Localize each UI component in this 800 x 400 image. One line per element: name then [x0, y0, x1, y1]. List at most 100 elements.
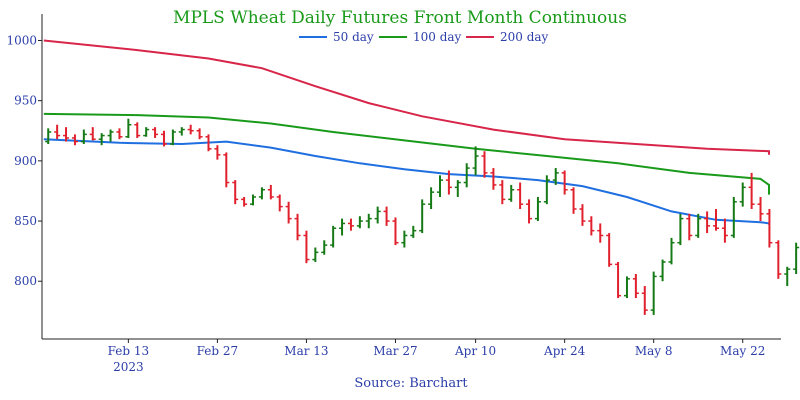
ohlc-bar-44: [436, 175, 443, 197]
ohlc-bar-8: [116, 128, 123, 140]
y-tick-label-800: 800: [14, 274, 37, 288]
ohlc-bar-43: [428, 187, 435, 209]
legend: 50 day 100 day 200 day: [299, 30, 549, 44]
legend-label-100-day: 100 day: [413, 30, 462, 44]
ohlc-bar-16: [187, 124, 194, 135]
ohlc-bar-22: [241, 196, 248, 207]
x-tick-label-0: Feb 13: [108, 344, 150, 358]
ohlc-bar-29: [303, 230, 310, 264]
ohlc-bar-59: [570, 187, 577, 214]
ohlc-bar-51: [499, 180, 506, 205]
ohlc-bar-72: [686, 213, 693, 241]
ohlc-bar-52: [508, 184, 515, 202]
ohlc-bar-17: [196, 128, 203, 140]
ohlc-bar-23: [250, 194, 257, 206]
ohlc-bar-32: [330, 225, 337, 248]
ohlc-bar-71: [677, 213, 684, 246]
ohlc-bar-58: [561, 170, 568, 195]
ohlc-bar-33: [339, 218, 346, 236]
ohlc-bar-74: [704, 211, 711, 234]
ohlc-bar-30: [312, 247, 319, 262]
ohlc-bar-42: [419, 199, 426, 234]
ohlc-bar-12: [152, 127, 159, 138]
ohlc-bar-46: [454, 180, 461, 197]
ohlc-bar-45: [445, 170, 452, 195]
ohlc-bar-3: [71, 134, 78, 146]
moving-average-lines: [43, 39, 770, 225]
y-tick-label-900: 900: [14, 154, 37, 168]
ohlc-bar-60: [579, 204, 586, 226]
ohlc-bar-28: [294, 213, 301, 241]
ohlc-bar-1: [54, 124, 61, 140]
ohlc-bar-11: [143, 127, 150, 137]
ohlc-bar-21: [232, 180, 239, 205]
ohlc-bar-69: [659, 259, 666, 282]
ohlc-bar-55: [534, 196, 541, 222]
ohlc-bar-50: [490, 168, 497, 190]
ohlc-bar-79: [748, 172, 755, 209]
ohlc-bar-19: [214, 145, 221, 160]
ohlc-bar-67: [641, 286, 648, 315]
x-tick-sublabel-0: 2023: [113, 360, 144, 374]
ohlc-bar-2: [63, 127, 70, 142]
ohlc-bar-57: [552, 168, 559, 185]
ohlc-bar-80: [757, 196, 764, 222]
ohlc-bar-53: [517, 182, 524, 209]
legend-label-200-day: 200 day: [500, 30, 549, 44]
ohlc-bar-48: [472, 146, 479, 176]
ohlc-bar-0: [45, 128, 52, 144]
ohlc-bar-65: [623, 276, 630, 299]
ohlc-bar-7: [107, 129, 114, 142]
ohlc-bar-26: [276, 194, 283, 212]
x-tick-label-2: Mar 13: [284, 344, 328, 358]
legend-label-50-day: 50 day: [333, 30, 374, 44]
ohlc-bar-54: [526, 199, 533, 224]
ohlc-bar-27: [285, 201, 292, 224]
ohlc-bar-63: [606, 233, 613, 267]
chart-title: MPLS Wheat Daily Futures Front Month Con…: [173, 8, 627, 28]
x-tick-label-4: Apr 10: [454, 344, 496, 358]
ohlc-bar-39: [392, 217, 399, 246]
ohlc-bar-84: [793, 242, 800, 274]
ohlc-bar-62: [597, 223, 604, 243]
ohlc-bar-5: [89, 127, 96, 141]
price-bars: [45, 118, 800, 315]
source-label: Source: Barchart: [354, 376, 468, 391]
y-tick-label-950: 950: [14, 94, 37, 108]
ohlc-bar-61: [588, 216, 595, 236]
ma-line-200-day: [43, 39, 770, 155]
legend-item-50-day: 50 day: [299, 30, 374, 44]
ohlc-bar-70: [668, 237, 675, 265]
ohlc-bar-37: [374, 206, 381, 224]
ohlc-bar-38: [383, 206, 390, 226]
ohlc-bar-6: [98, 133, 105, 146]
ohlc-bar-81: [766, 209, 773, 248]
ohlc-bar-68: [650, 271, 657, 315]
x-tick-label-3: Mar 27: [373, 344, 417, 358]
ohlc-bar-36: [365, 213, 372, 229]
ohlc-bar-13: [160, 130, 167, 147]
ohlc-bar-77: [730, 196, 737, 238]
ohlc-bar-4: [80, 129, 87, 144]
ohlc-bar-18: [205, 134, 212, 152]
y-tick-label-1000: 1000: [6, 33, 37, 47]
x-tick-label-7: May 22: [720, 344, 765, 358]
y-tick-label-850: 850: [14, 214, 37, 228]
ohlc-bar-66: [632, 274, 639, 299]
x-tick-label-6: May 8: [635, 344, 673, 358]
ohlc-bar-49: [481, 151, 488, 178]
ohlc-bar-64: [615, 261, 622, 299]
ohlc-bar-31: [321, 240, 328, 255]
ohlc-bar-15: [178, 127, 185, 136]
y-axis: 800 850 900 950 1000: [6, 33, 42, 288]
ohlc-bar-73: [695, 213, 702, 238]
ohlc-bar-47: [463, 163, 470, 188]
legend-item-200-day: 200 day: [466, 30, 549, 44]
ma-line-50-day: [43, 138, 770, 225]
ohlc-bar-35: [356, 216, 363, 229]
x-tick-label-5: Apr 24: [543, 344, 586, 358]
ohlc-bar-34: [347, 218, 354, 231]
ma-line-100-day: [43, 112, 770, 195]
legend-item-100-day: 100 day: [379, 30, 462, 44]
